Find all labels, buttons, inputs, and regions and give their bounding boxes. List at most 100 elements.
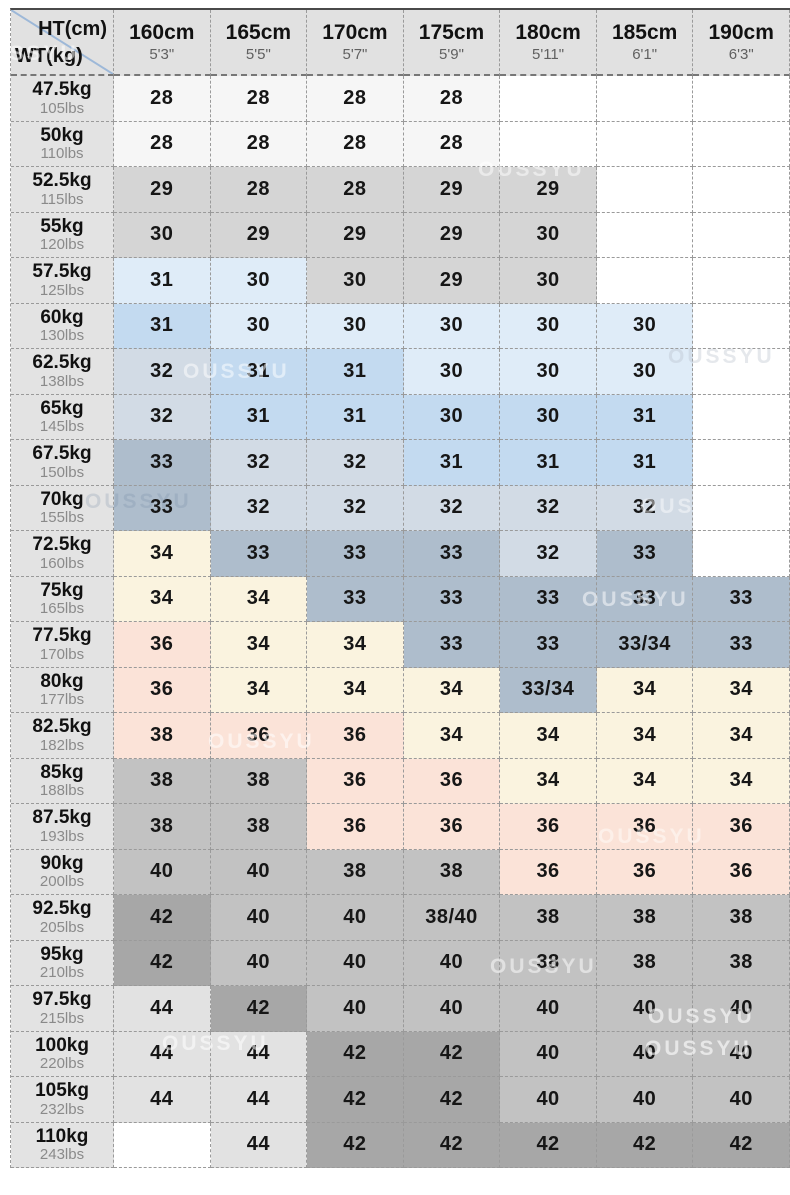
- size-chart-grid: HT(cm) WT(kg) 160cm 5'3" 165cm 5'5" 170cm 5'7…: [10, 8, 790, 1168]
- size-cell: 34: [114, 531, 211, 577]
- size-cell: 44: [114, 1031, 211, 1077]
- empty-cell: [693, 531, 790, 577]
- size-cell: 40: [596, 986, 694, 1032]
- height-ftin-label: 5'5": [245, 46, 271, 64]
- size-cell: 34: [403, 713, 501, 759]
- size-cell: 44: [114, 1077, 211, 1123]
- weight-lbs-label: 205lbs: [39, 918, 85, 936]
- empty-cell: [596, 167, 694, 213]
- weight-lbs-label: 243lbs: [39, 1146, 85, 1164]
- empty-cell: [693, 440, 790, 486]
- weight-label-cell: 80kg 177lbs: [11, 667, 114, 713]
- weight-lbs-label: 155lbs: [39, 509, 85, 527]
- size-cell: 29: [403, 212, 501, 258]
- size-cell: 29: [403, 258, 501, 304]
- weight-lbs-label: 130lbs: [39, 327, 85, 345]
- size-cell: 42: [403, 1077, 501, 1123]
- weight-label-cell: 70kg 155lbs: [11, 485, 114, 531]
- size-cell: 40: [693, 986, 790, 1032]
- height-header-cell-180: 180cm 5'11": [500, 10, 597, 76]
- size-cell: 42: [500, 1122, 597, 1168]
- size-cell: 33/34: [500, 667, 597, 713]
- weight-axis-label: WT(kg): [15, 45, 83, 67]
- size-cell: 31: [403, 440, 501, 486]
- weight-lbs-label: 182lbs: [39, 736, 85, 754]
- weight-kg-label: 77.5kg: [32, 625, 92, 647]
- weight-label-cell: 85kg 188lbs: [11, 758, 114, 804]
- weight-label-cell: 100kg 220lbs: [11, 1031, 114, 1077]
- size-cell: 30: [307, 258, 404, 304]
- size-cell: 29: [500, 167, 597, 213]
- size-cell: 33: [307, 531, 404, 577]
- height-cm-label: 180cm: [515, 20, 581, 44]
- size-cell: 38: [114, 758, 211, 804]
- empty-cell: [693, 258, 790, 304]
- size-cell: 30: [500, 303, 597, 349]
- weight-lbs-label: 177lbs: [39, 691, 85, 709]
- size-cell: 31: [596, 394, 694, 440]
- size-cell: 32: [500, 485, 597, 531]
- size-cell: 42: [210, 986, 308, 1032]
- size-cell: 30: [500, 212, 597, 258]
- height-header-cell-170: 170cm 5'7": [307, 10, 404, 76]
- size-cell: 40: [210, 849, 308, 895]
- height-ftin-label: 5'3": [149, 46, 175, 64]
- weight-lbs-label: 160lbs: [39, 554, 85, 572]
- weight-kg-label: 70kg: [40, 488, 84, 510]
- size-cell: 28: [307, 76, 404, 122]
- weight-label-cell: 97.5kg 215lbs: [11, 986, 114, 1032]
- empty-cell: [693, 121, 790, 167]
- empty-cell: [693, 394, 790, 440]
- size-cell: 40: [693, 1031, 790, 1077]
- weight-lbs-label: 138lbs: [39, 372, 85, 390]
- empty-cell: [693, 167, 790, 213]
- size-cell: 30: [500, 349, 597, 395]
- weight-label-cell: 60kg 130lbs: [11, 303, 114, 349]
- weight-kg-label: 105kg: [35, 1080, 89, 1102]
- size-cell: 38: [500, 940, 597, 986]
- size-cell: 33: [500, 622, 597, 668]
- size-cell: 30: [403, 394, 501, 440]
- weight-kg-label: 82.5kg: [32, 716, 92, 738]
- height-ftin-label: 6'3": [728, 46, 754, 64]
- size-cell: 31: [596, 440, 694, 486]
- weight-kg-label: 75kg: [40, 579, 84, 601]
- weight-label-cell: 67.5kg 150lbs: [11, 440, 114, 486]
- height-header-cell-160: 160cm 5'3": [114, 10, 211, 76]
- size-cell: 28: [307, 167, 404, 213]
- size-cell: 38: [210, 758, 308, 804]
- size-cell: 33: [114, 440, 211, 486]
- size-cell: 34: [500, 713, 597, 759]
- empty-cell: [596, 121, 694, 167]
- weight-label-cell: 72.5kg 160lbs: [11, 531, 114, 577]
- size-cell: 42: [596, 1122, 694, 1168]
- size-cell: 36: [403, 804, 501, 850]
- weight-kg-label: 95kg: [40, 943, 84, 965]
- size-cell: 44: [114, 986, 211, 1032]
- weight-label-cell: 105kg 232lbs: [11, 1077, 114, 1123]
- size-cell: 36: [114, 622, 211, 668]
- size-cell: 31: [114, 258, 211, 304]
- size-cell: 38: [596, 895, 694, 941]
- empty-cell: [114, 1122, 211, 1168]
- size-cell: 34: [403, 667, 501, 713]
- size-cell: 36: [210, 713, 308, 759]
- size-cell: 29: [114, 167, 211, 213]
- size-cell: 32: [210, 485, 308, 531]
- empty-cell: [596, 258, 694, 304]
- size-cell: 28: [210, 167, 308, 213]
- size-cell: 34: [307, 622, 404, 668]
- size-cell: 30: [114, 212, 211, 258]
- size-cell: 28: [403, 121, 501, 167]
- size-cell: 34: [596, 758, 694, 804]
- size-cell: 40: [500, 1077, 597, 1123]
- height-cm-label: 170cm: [322, 20, 388, 44]
- weight-kg-label: 50kg: [40, 124, 84, 146]
- size-cell: 34: [596, 713, 694, 759]
- size-cell: 33: [596, 576, 694, 622]
- size-cell: 40: [500, 1031, 597, 1077]
- weight-kg-label: 92.5kg: [32, 898, 92, 920]
- size-cell: 28: [307, 121, 404, 167]
- weight-kg-label: 55kg: [40, 215, 84, 237]
- weight-label-cell: 50kg 110lbs: [11, 121, 114, 167]
